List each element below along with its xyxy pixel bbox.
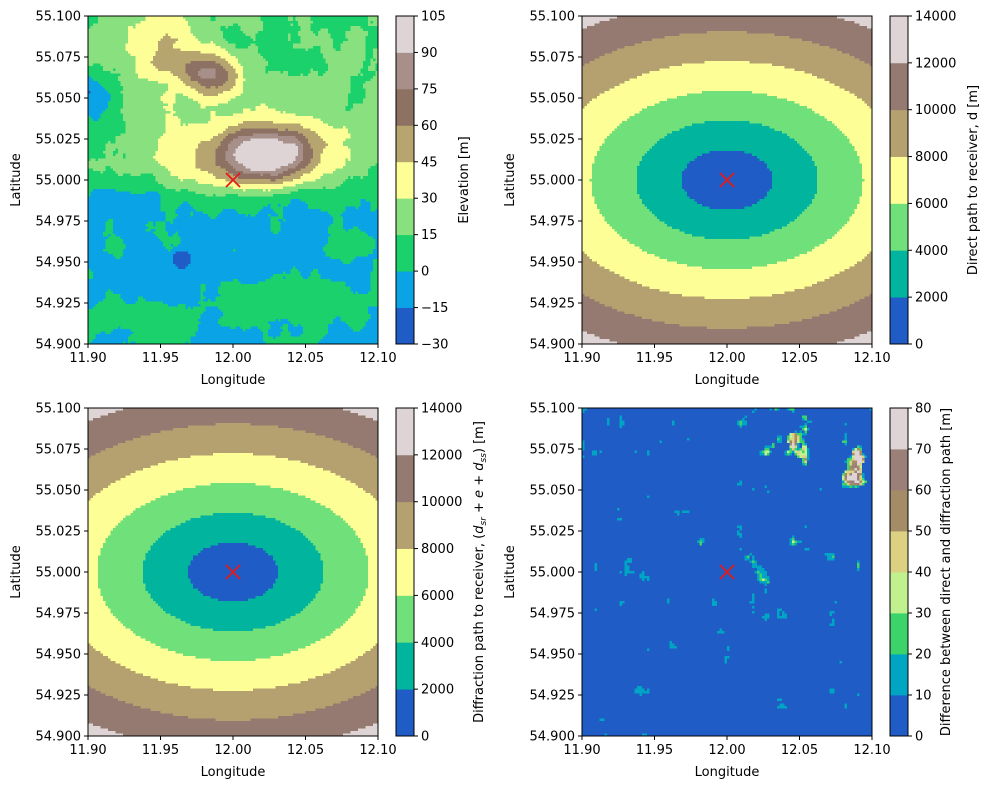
subplot-1: 11.90 11.95 12.00 12.05 12.1054.90054.92554.…: [9, 10, 472, 389]
figure: 11.90 11.95 12.00 12.05 12.1054.90054.92554.…: [0, 0, 990, 790]
